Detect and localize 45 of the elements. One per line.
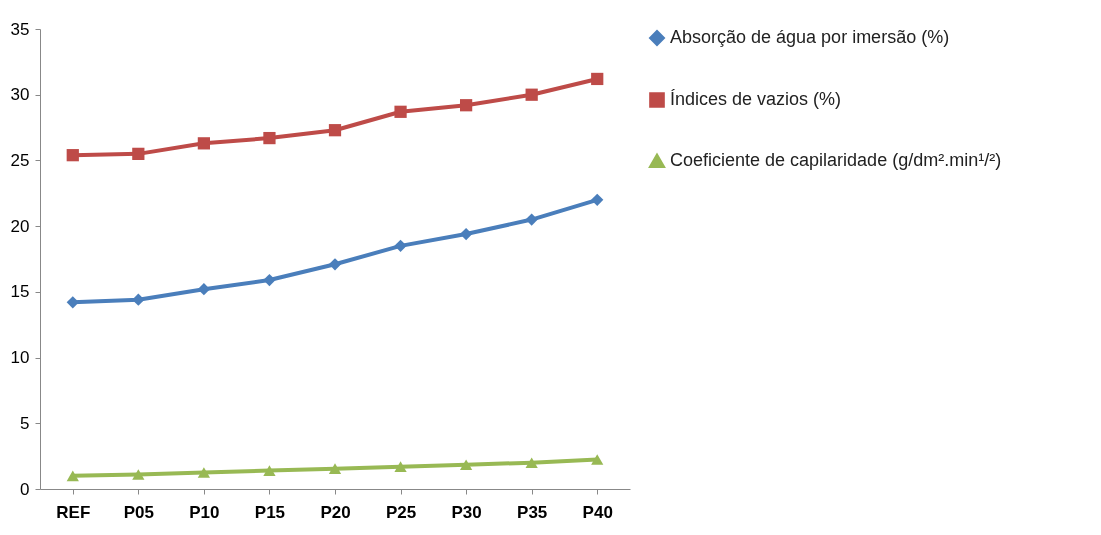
point (197, 137, 211, 150)
y-tick-label: 15 (10, 282, 30, 302)
point (525, 88, 538, 101)
x-tick-label: P25 (385, 502, 417, 522)
point (459, 227, 473, 241)
point (197, 467, 211, 478)
legend-label: Índices de vazios (%) (670, 89, 842, 109)
point (394, 105, 407, 118)
point (394, 461, 407, 472)
legend-label: Absorção de água por imersão (%) (670, 27, 950, 47)
x-tick-label: P10 (189, 502, 220, 522)
point (197, 283, 211, 296)
point (263, 131, 276, 145)
point (66, 149, 79, 162)
y-tick-label: 30 (10, 85, 30, 105)
y-tick-label: 5 (20, 413, 30, 433)
x-tick-label: REF (56, 502, 91, 522)
y-tick-label: 10 (10, 348, 30, 368)
point (525, 457, 538, 469)
point (591, 454, 604, 465)
point (66, 470, 79, 482)
point (328, 124, 342, 137)
y-tick-label: 20 (10, 216, 30, 236)
x-tick-label: P15 (254, 502, 286, 522)
x-tick-label: P05 (123, 502, 154, 522)
y-tick-label: 25 (10, 150, 30, 170)
x-tick-label: P20 (320, 502, 351, 522)
x-tick-label: P40 (582, 502, 613, 522)
point (328, 463, 342, 474)
y-tick-label: 0 (20, 479, 30, 499)
point (132, 147, 145, 160)
legend-label: Coeficiente de capilaridade (g/dm².min¹/²) (670, 150, 1002, 170)
point (591, 72, 604, 86)
point (459, 99, 473, 112)
point (328, 258, 342, 271)
point (263, 465, 276, 476)
point (132, 469, 145, 480)
point (591, 193, 604, 206)
point (394, 239, 407, 252)
point (263, 273, 276, 287)
point (525, 213, 538, 226)
x-tick-label: P30 (451, 502, 482, 522)
point (459, 459, 473, 470)
x-tick-label: P35 (517, 502, 548, 522)
y-tick-label: 35 (10, 19, 30, 39)
